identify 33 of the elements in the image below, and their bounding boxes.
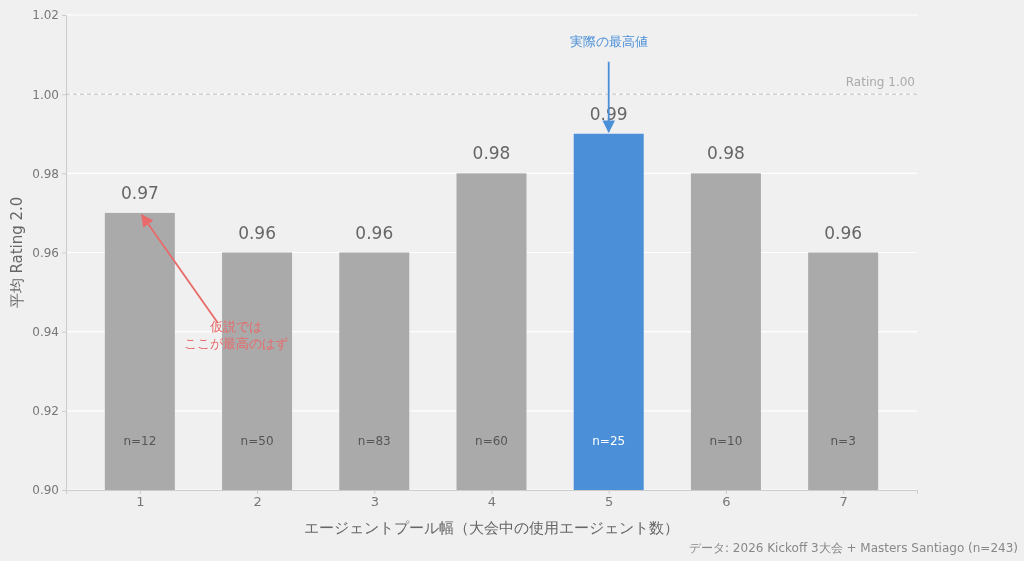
x-tick-label: 6 <box>722 494 731 510</box>
data-label: 0.97 <box>120 182 159 203</box>
y-tick-label: 0.90 <box>32 483 59 498</box>
y-tick-label: 0.94 <box>32 325 59 340</box>
y-tick-label: 1.00 <box>32 87 59 102</box>
x-tick-label: 1 <box>136 494 145 510</box>
y-axis-title: 平均 Rating 2.0 <box>8 196 26 309</box>
x-tick-label: 5 <box>605 494 614 510</box>
x-tick-label: 3 <box>370 494 379 510</box>
data-label: 0.96 <box>355 222 394 243</box>
annotation: n=10 <box>709 434 743 448</box>
data-label: 0.98 <box>707 143 745 164</box>
ref-line-label: Rating 1.00 <box>845 75 915 90</box>
text: データ: 2026 Kickoff 3大会 + Masters Santiago (n=243) <box>689 541 1018 555</box>
y-tick-label: 1.02 <box>32 8 59 23</box>
annotation: n=60 <box>475 434 508 448</box>
data-label: 0.98 <box>472 143 511 164</box>
annotation: 実際の最高値 <box>569 33 648 49</box>
annotation: n=50 <box>240 434 274 448</box>
x-tick-label: 7 <box>839 494 848 510</box>
data-label: 0.96 <box>238 222 276 243</box>
annotation: 仮説ではここが最高のはず <box>183 318 288 351</box>
data-label: 0.96 <box>824 222 863 243</box>
x-tick-label: 4 <box>487 494 497 510</box>
y-tick-label: 0.96 <box>32 245 59 260</box>
annotation: n=12 <box>123 434 157 448</box>
x-tick-label: 2 <box>253 494 262 510</box>
x-axis-title: エージェントプール幅（大会中の使用エージェント数） <box>304 519 679 537</box>
y-tick-label: 0.98 <box>32 166 59 181</box>
annotation: n=83 <box>357 434 391 448</box>
annotation: n=25 <box>592 434 626 448</box>
y-tick-label: 0.92 <box>32 404 59 419</box>
annotation: n=3 <box>830 434 856 448</box>
